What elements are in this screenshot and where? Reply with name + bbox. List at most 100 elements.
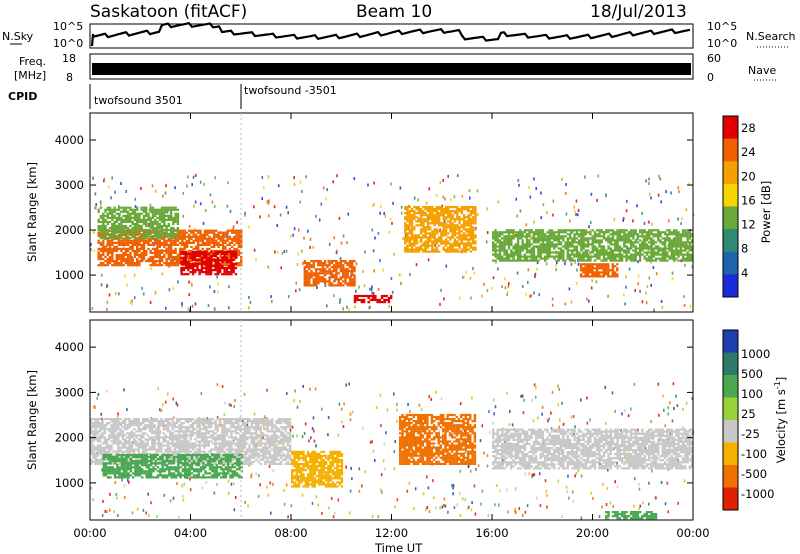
echo-cell — [120, 233, 123, 236]
echo-cell — [199, 237, 202, 240]
echo-cell — [199, 231, 202, 234]
echo-cell — [216, 273, 219, 276]
echo-cell — [528, 259, 531, 262]
echo-cell — [230, 482, 233, 486]
echo-cell — [110, 196, 112, 200]
echo-cell — [432, 479, 434, 483]
echo-cell — [188, 237, 191, 240]
echo-cell — [501, 257, 504, 260]
echo-cell — [539, 253, 542, 256]
echo-cell — [672, 253, 676, 256]
echo-cell — [283, 250, 286, 254]
echo-cell — [197, 235, 200, 238]
echo-cell — [96, 424, 100, 427]
echo-cell — [492, 237, 495, 240]
echo-cell — [629, 243, 633, 246]
echo-cell — [675, 253, 678, 256]
echo-cell — [192, 231, 195, 234]
echo-cell — [218, 250, 222, 253]
echo-cell — [179, 244, 182, 248]
echo-cell — [209, 271, 213, 274]
echo-cell — [235, 235, 238, 238]
echo-cell — [444, 504, 447, 508]
echo-cell — [611, 249, 615, 252]
echo-cell — [516, 247, 520, 250]
echo-cell — [577, 241, 581, 244]
echo-cell — [317, 282, 320, 285]
echo-cell — [452, 486, 454, 490]
echo-cell — [625, 253, 628, 256]
echo-cell — [637, 260, 639, 264]
echo-cell — [185, 258, 188, 262]
echo-cell — [102, 222, 105, 226]
echo-cell — [319, 264, 322, 267]
echo-cell — [150, 501, 152, 505]
echo-cell — [424, 220, 427, 223]
echo-cell — [232, 271, 235, 274]
echo-cell — [154, 208, 157, 211]
echo-cell — [688, 182, 690, 186]
echo-cell — [514, 487, 517, 491]
echo-cell — [121, 422, 125, 425]
echo-cell — [602, 275, 605, 278]
echo-cell — [602, 263, 605, 266]
echo-cell — [530, 229, 533, 232]
echo-cell — [550, 251, 554, 254]
echo-cell — [212, 241, 216, 244]
echo-cell — [688, 237, 692, 240]
echo-cell — [121, 430, 125, 433]
echo-cell — [647, 248, 650, 252]
echo-cell — [451, 226, 454, 229]
echo-cell — [440, 206, 443, 209]
echo-cell — [514, 253, 517, 256]
echo-cell — [178, 262, 182, 265]
echo-cell — [404, 236, 407, 239]
echo-cell — [645, 301, 648, 305]
echo-cell — [101, 462, 104, 465]
echo-cell — [501, 237, 504, 240]
echo-cell — [535, 257, 538, 260]
echo-cell — [584, 249, 588, 252]
echo-cell — [113, 235, 116, 238]
echo-cell — [310, 284, 313, 287]
echo-cell — [557, 231, 560, 234]
echo-cell — [176, 258, 180, 261]
freq-frame — [89, 53, 694, 80]
echo-cell — [613, 271, 617, 274]
echo-cell — [623, 409, 626, 413]
echo-cell — [514, 249, 517, 252]
echo-cell — [133, 231, 137, 234]
echo-cell — [634, 255, 637, 258]
echo-cell — [618, 247, 621, 250]
echo-cell — [303, 274, 306, 277]
echo-cell — [178, 247, 182, 250]
echo-cell — [183, 247, 186, 250]
echo-cell — [627, 257, 631, 260]
echo-cell — [131, 228, 134, 232]
echo-cell — [337, 433, 340, 437]
echo-cell — [323, 280, 327, 283]
echo-cell — [625, 251, 628, 254]
echo-cell — [126, 235, 130, 238]
echo-cell — [643, 237, 646, 240]
echo-cell — [314, 278, 318, 281]
echo-cell — [623, 233, 626, 236]
echo-cell — [643, 251, 646, 254]
echo-cell — [200, 256, 204, 259]
echo-cell — [605, 259, 608, 262]
echo-cell — [231, 245, 234, 248]
echo-cell — [142, 508, 145, 512]
echo-cell — [494, 239, 497, 242]
echo-cell — [536, 496, 538, 500]
echo-cell — [158, 226, 161, 230]
echo-cell — [573, 239, 576, 242]
echo-cell — [521, 235, 524, 238]
echo-cell — [189, 256, 192, 259]
echo-cell — [462, 222, 466, 225]
echo-cell — [106, 220, 109, 223]
echo-cell — [602, 267, 605, 270]
echo-cell — [669, 401, 671, 405]
echo-cell — [149, 224, 152, 228]
echo-cell — [616, 235, 619, 238]
echo-cell — [104, 235, 107, 238]
